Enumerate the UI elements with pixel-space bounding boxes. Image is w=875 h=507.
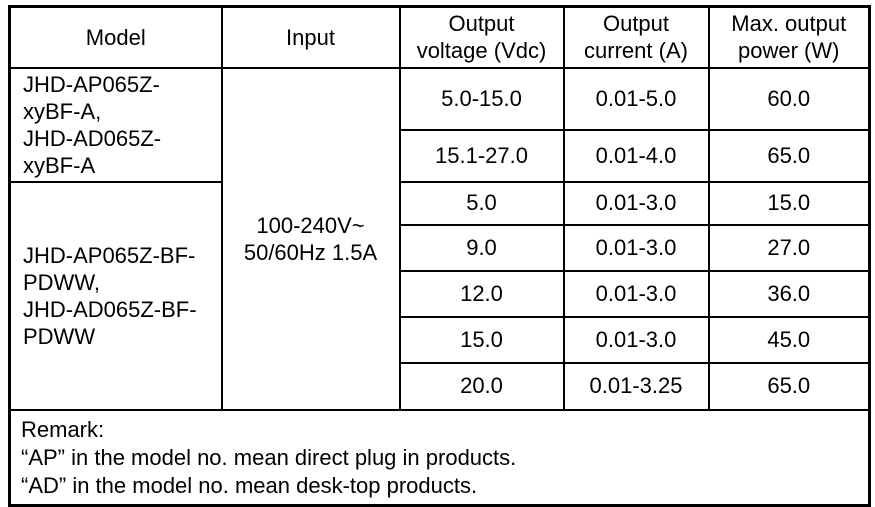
col-header-output-current: Output current (A) bbox=[562, 5, 710, 69]
max-power-cell: 15.0 bbox=[707, 180, 871, 226]
table-row: JHD-AP065Z-BF- PDWW, JHD-AD065Z-BF- PDWW… bbox=[8, 180, 871, 411]
col-header-output-voltage: Output voltage (Vdc) bbox=[398, 5, 565, 69]
header-row: Model Input Output voltage (Vdc) Output … bbox=[8, 5, 871, 69]
output-voltage-cell: 15.0 bbox=[398, 315, 565, 364]
remark-row: Remark: “AP” in the model no. mean direc… bbox=[8, 408, 871, 506]
input-spec-cell: 100-240V~ 50/60Hz 1.5A bbox=[220, 66, 401, 411]
model-group-2-cell: JHD-AP065Z-BF- PDWW, JHD-AD065Z-BF- PDWW bbox=[8, 180, 223, 411]
max-power-cell: 36.0 bbox=[707, 269, 871, 318]
max-power-cell: 60.0 bbox=[707, 66, 871, 131]
output-current-cell: 0.01-4.0 bbox=[562, 128, 710, 183]
output-voltage-cell: 5.0-15.0 bbox=[398, 66, 565, 131]
output-current-cell: 0.01-3.0 bbox=[562, 180, 710, 226]
col-header-model: Model bbox=[8, 5, 223, 69]
table-row: JHD-AP065Z- xyBF-A, JHD-AD065Z- xyBF-A 1… bbox=[8, 66, 871, 411]
remark-line-ad: “AD” in the model no. mean desk-top prod… bbox=[21, 472, 478, 498]
table-row: 15.1-27.0 0.01-4.0 65.0 bbox=[10, 128, 871, 183]
max-power-cell: 27.0 bbox=[707, 223, 871, 272]
table-row: 9.0 0.01-3.0 27.0 bbox=[10, 223, 871, 272]
output-voltage-cell: 5.0 bbox=[398, 180, 565, 226]
output-current-cell: 0.01-3.0 bbox=[562, 223, 710, 272]
max-power-cell: 65.0 bbox=[707, 361, 871, 411]
output-voltage-cell: 9.0 bbox=[398, 223, 565, 272]
table-row: 20.0 0.01-3.25 65.0 bbox=[10, 361, 871, 411]
model-group-1-cell: JHD-AP065Z- xyBF-A, JHD-AD065Z- xyBF-A bbox=[8, 66, 223, 183]
remark-cell: Remark: “AP” in the model no. mean direc… bbox=[8, 408, 871, 506]
output-voltage-cell: 20.0 bbox=[398, 361, 565, 411]
output-current-cell: 0.01-3.0 bbox=[562, 315, 710, 364]
max-power-cell: 45.0 bbox=[707, 315, 871, 364]
output-voltage-cell: 15.1-27.0 bbox=[398, 128, 565, 183]
output-current-cell: 0.01-3.0 bbox=[562, 269, 710, 318]
col-header-input: Input bbox=[220, 5, 401, 69]
col-header-max-output-power: Max. output power (W) bbox=[707, 5, 871, 69]
output-current-cell: 0.01-5.0 bbox=[562, 66, 710, 131]
remark-line-ap: “AP” in the model no. mean direct plug i… bbox=[21, 444, 517, 470]
output-voltage-cell: 12.0 bbox=[398, 269, 565, 318]
table-row: 15.0 0.01-3.0 45.0 bbox=[10, 315, 871, 364]
remark-title: Remark: bbox=[21, 416, 105, 442]
power-spec-table: Model Input Output voltage (Vdc) Output … bbox=[8, 5, 871, 507]
output-current-cell: 0.01-3.25 bbox=[562, 361, 710, 411]
table-row: 12.0 0.01-3.0 36.0 bbox=[10, 269, 871, 318]
max-power-cell: 65.0 bbox=[707, 128, 871, 183]
